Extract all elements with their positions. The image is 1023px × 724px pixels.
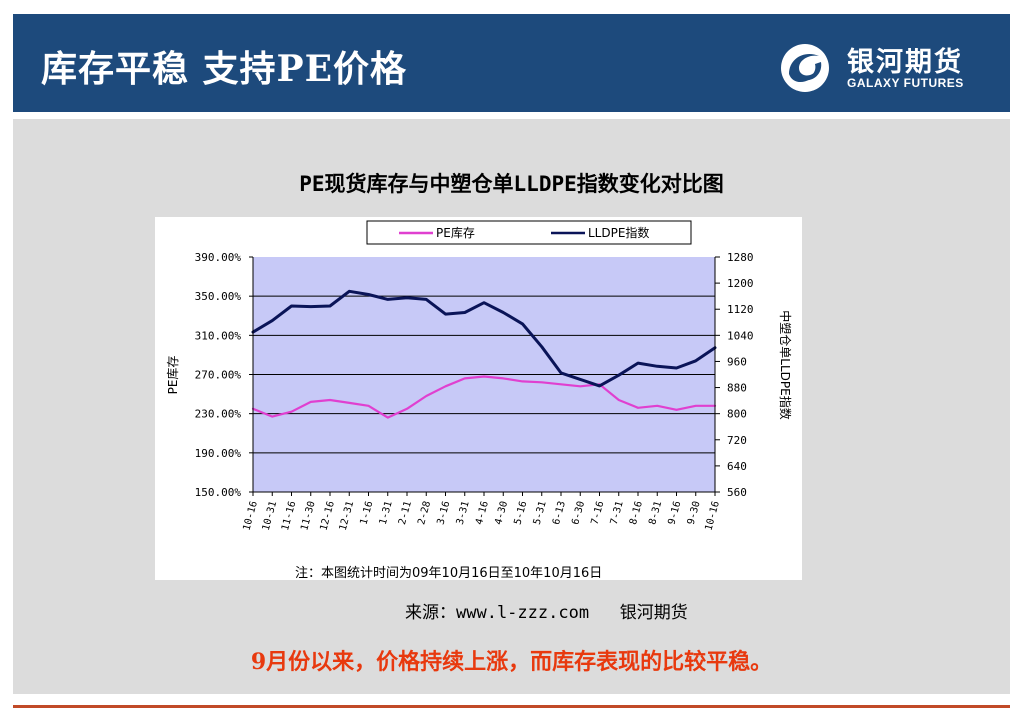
company-logo: 银河期货 GALAXY FUTURES xyxy=(775,38,995,96)
left-tick-label: 390.00% xyxy=(195,251,242,264)
right-tick-label: 960 xyxy=(727,355,747,368)
right-tick-label: 1280 xyxy=(727,251,754,264)
chart-heading: PE现货库存与中塑仓单LLDPE指数变化对比图 xyxy=(299,172,724,196)
right-tick-label: 800 xyxy=(727,408,747,421)
x-tick-label: 11-30 xyxy=(299,500,317,532)
legend-label-lldpe: LLDPE指数 xyxy=(588,225,649,240)
chart-container: 390.00% 350.00% 310.00% 270.00% 230.00% 190.0… xyxy=(155,217,802,581)
lldpe-index-line xyxy=(251,289,717,388)
x-tick-label: 12-16 xyxy=(318,500,336,532)
x-tick-label: 9-16 xyxy=(667,500,684,526)
page-title: 库存平稳 支持PE价格 xyxy=(41,48,408,90)
left-tick-label: 350.00% xyxy=(195,290,242,303)
left-axis: 390.00% 350.00% 310.00% 270.00% 230.00% 190.0… xyxy=(195,251,254,499)
x-tick-label: 3-31 xyxy=(455,500,472,526)
header-bar: 库存平稳 支持PE价格 银河期货 GALAXY FUTURES xyxy=(13,14,1010,112)
right-axis-label: 中塑仓单LLDPE指数 xyxy=(778,310,793,419)
x-tick-label: 7-31 xyxy=(609,500,626,526)
x-tick-label: 10-16 xyxy=(241,500,259,532)
left-tick-label: 310.00% xyxy=(195,329,242,342)
x-tick-label: 8-31 xyxy=(647,500,664,526)
x-tick-label: 5-16 xyxy=(513,500,530,526)
x-tick-label: 4-30 xyxy=(493,500,510,526)
left-tick-label: 150.00% xyxy=(195,486,242,499)
x-tick-label: 2-11 xyxy=(397,500,414,526)
x-axis: 10-16 10-31 11-16 11-30 12-16 12-31 1-16 1-31 2-… xyxy=(241,491,722,532)
right-tick-label: 640 xyxy=(727,460,747,473)
logo-english-name: GALAXY FUTURES xyxy=(847,76,964,90)
series-lines xyxy=(251,289,717,419)
x-tick-label: 6-30 xyxy=(570,500,587,526)
grid-lines xyxy=(253,295,715,454)
right-tick-label: 720 xyxy=(727,434,747,447)
right-tick-label: 1040 xyxy=(727,329,754,342)
x-tick-label: 12-31 xyxy=(338,500,356,532)
left-axis-label: PE库存 xyxy=(165,356,180,395)
footer-divider xyxy=(13,705,1010,708)
chart-legend: PE库存 LLDPE指数 xyxy=(366,220,692,245)
x-tick-label: 11-16 xyxy=(280,500,298,532)
x-tick-label: 5-31 xyxy=(532,500,549,526)
right-tick-label: 1200 xyxy=(727,277,754,290)
source-line: 来源：www.l-zzz.com 银河期货 xyxy=(405,603,688,623)
pe-inventory-line xyxy=(251,375,717,419)
x-tick-label: 9-30 xyxy=(686,500,703,526)
x-tick-label: 10-31 xyxy=(261,500,279,532)
chart-svg: 390.00% 350.00% 310.00% 270.00% 230.00% 190.0… xyxy=(165,220,793,581)
x-tick-label: 7-16 xyxy=(590,500,607,526)
x-tick-label: 1-31 xyxy=(378,500,395,526)
x-tick-label: 3-16 xyxy=(436,500,453,526)
x-tick-label: 2-28 xyxy=(416,500,433,526)
left-tick-label: 190.00% xyxy=(195,447,242,460)
left-tick-label: 270.00% xyxy=(195,369,242,382)
x-tick-label: 6-13 xyxy=(551,500,568,526)
x-tick-label: 1-16 xyxy=(359,500,376,526)
x-tick-label: 8-16 xyxy=(628,500,645,526)
galaxy-swirl-icon xyxy=(781,44,829,92)
conclusion-text: 9月份以来，价格持续上涨，而库存表现的比较平稳。 xyxy=(250,649,773,675)
right-tick-label: 560 xyxy=(727,486,747,499)
x-tick-label: 10-16 xyxy=(703,500,721,532)
right-axis: 1280 1200 1120 1040 960 880 800 720 640 560 xyxy=(714,251,754,499)
right-tick-label: 880 xyxy=(727,382,747,395)
legend-label-pe: PE库存 xyxy=(436,225,475,240)
left-tick-label: 230.00% xyxy=(195,408,242,421)
logo-chinese-name: 银河期货 xyxy=(847,47,963,78)
x-tick-label: 4-16 xyxy=(474,500,491,526)
chart-note: 注：本图统计时间为09年10月16日至10年10月16日 xyxy=(295,566,602,580)
right-tick-label: 1120 xyxy=(727,303,754,316)
